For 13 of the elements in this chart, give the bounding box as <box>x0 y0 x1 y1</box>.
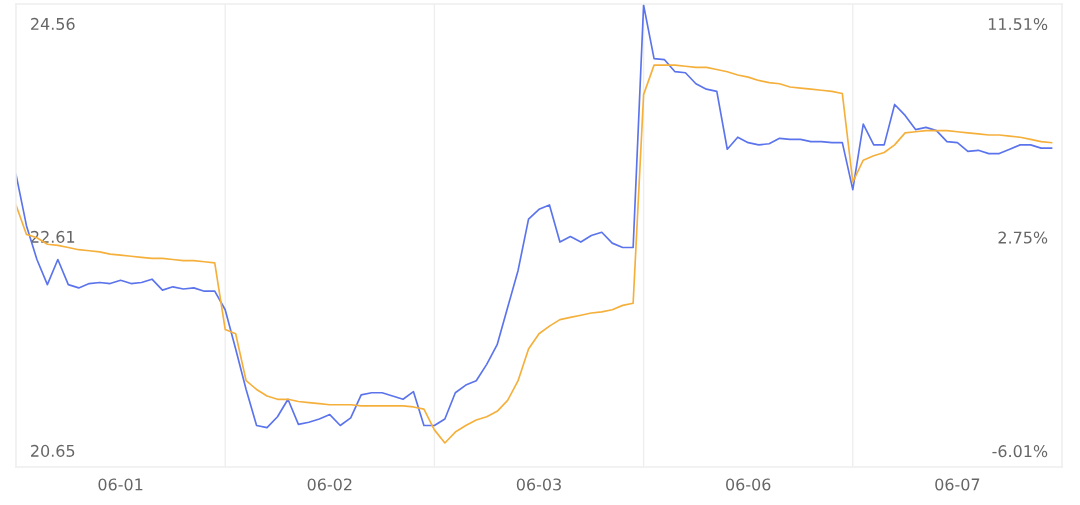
x-tick-label: 06-02 <box>307 478 352 491</box>
x-tick-label: 06-07 <box>935 478 980 491</box>
y-tick-label: 20.65 <box>31 444 75 457</box>
line-series <box>16 64 1053 444</box>
y2-tick-label: 11.51% <box>988 17 1048 31</box>
y-tick-label: 24.56 <box>31 17 75 30</box>
y2-tick-label: 2.75% <box>998 231 1048 244</box>
y2-tick-label: -6.01% <box>992 445 1048 458</box>
y-tick-label: 22.61 <box>31 230 75 243</box>
x-tick-label: 06-06 <box>726 478 771 491</box>
x-tick-label: 06-01 <box>98 478 143 491</box>
line-series <box>16 4 1053 429</box>
x-tick-label: 06-03 <box>516 478 561 491</box>
